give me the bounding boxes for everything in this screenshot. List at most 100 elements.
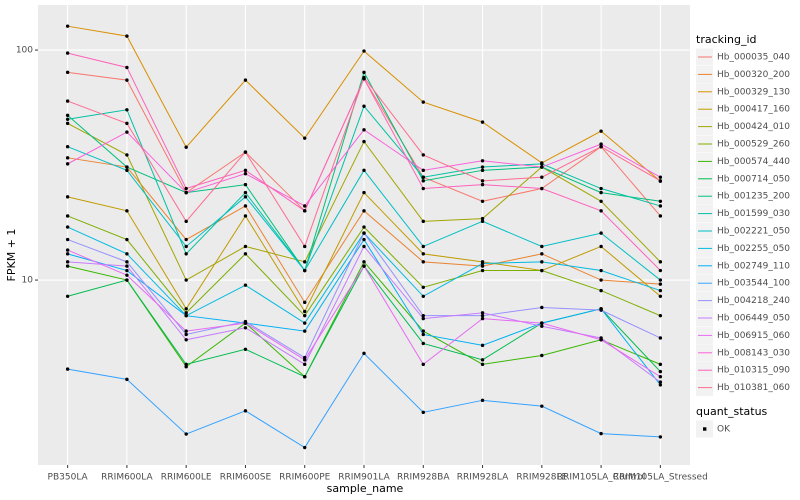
point bbox=[421, 168, 425, 173]
point bbox=[658, 179, 663, 183]
point bbox=[125, 260, 129, 264]
point bbox=[362, 49, 366, 53]
point bbox=[65, 113, 70, 118]
y-tick-label: 100 bbox=[16, 46, 33, 56]
point bbox=[243, 283, 248, 287]
point bbox=[599, 145, 603, 149]
legend-label: Hb_003544_100 bbox=[717, 279, 790, 289]
point bbox=[658, 313, 663, 318]
point bbox=[362, 225, 366, 229]
x-tick-label: RRIM600PE bbox=[279, 473, 331, 483]
point bbox=[362, 231, 366, 235]
point bbox=[303, 268, 307, 273]
point bbox=[65, 237, 70, 242]
point bbox=[599, 431, 603, 436]
point bbox=[599, 190, 603, 195]
point bbox=[184, 252, 188, 256]
point bbox=[480, 343, 485, 348]
point bbox=[480, 216, 485, 221]
point bbox=[480, 182, 485, 187]
point bbox=[243, 347, 248, 351]
point bbox=[362, 128, 366, 132]
point bbox=[125, 78, 129, 82]
point bbox=[599, 186, 603, 191]
point bbox=[184, 244, 188, 249]
y-axis-title: FPKM + 1 bbox=[5, 229, 18, 282]
point bbox=[421, 260, 425, 264]
point bbox=[480, 311, 485, 315]
point bbox=[540, 186, 544, 191]
point bbox=[243, 190, 248, 195]
point bbox=[421, 410, 425, 415]
point bbox=[540, 268, 544, 273]
point bbox=[243, 326, 248, 330]
point bbox=[303, 329, 307, 333]
point bbox=[303, 445, 307, 450]
point bbox=[65, 248, 70, 252]
point bbox=[362, 260, 366, 264]
point bbox=[480, 168, 485, 173]
point bbox=[540, 260, 544, 264]
point bbox=[540, 162, 544, 166]
point bbox=[599, 199, 603, 203]
point bbox=[658, 282, 663, 286]
legend-label: Hb_006915_060 bbox=[717, 331, 790, 341]
point bbox=[184, 278, 188, 282]
point bbox=[125, 278, 129, 282]
point bbox=[540, 404, 544, 408]
x-tick-label: PB350LA bbox=[48, 473, 89, 483]
point bbox=[125, 209, 129, 213]
point bbox=[65, 99, 70, 103]
point bbox=[125, 153, 129, 157]
legend-title: tracking_id bbox=[696, 33, 757, 46]
point bbox=[540, 324, 544, 328]
point bbox=[421, 186, 425, 191]
point bbox=[303, 358, 307, 362]
point bbox=[599, 338, 603, 342]
point bbox=[480, 316, 485, 321]
point bbox=[599, 288, 603, 293]
point bbox=[65, 367, 70, 371]
point bbox=[184, 332, 188, 337]
point bbox=[243, 244, 248, 249]
point bbox=[243, 252, 248, 256]
point bbox=[362, 209, 366, 213]
point bbox=[184, 237, 188, 242]
point bbox=[125, 377, 129, 382]
point bbox=[243, 150, 248, 154]
point bbox=[480, 120, 485, 124]
point bbox=[243, 182, 248, 187]
point bbox=[125, 65, 129, 70]
point bbox=[184, 338, 188, 342]
point bbox=[599, 142, 603, 146]
x-axis-title: sample_name bbox=[327, 482, 404, 495]
point bbox=[303, 204, 307, 208]
point bbox=[421, 313, 425, 318]
legend-swatch bbox=[703, 427, 707, 431]
point bbox=[421, 153, 425, 157]
point bbox=[421, 252, 425, 256]
point bbox=[65, 264, 70, 268]
point bbox=[480, 268, 485, 273]
legend-label: Hb_002749_110 bbox=[717, 261, 790, 271]
legend-title: quant_status bbox=[696, 405, 768, 418]
point bbox=[184, 432, 188, 436]
point bbox=[184, 219, 188, 224]
x-tick-label: RRIM901LA bbox=[338, 473, 390, 483]
point bbox=[243, 168, 248, 173]
point bbox=[65, 117, 70, 121]
point bbox=[480, 199, 485, 203]
point bbox=[480, 398, 485, 403]
point bbox=[480, 313, 485, 318]
legend-label: Hb_008143_030 bbox=[717, 348, 790, 358]
point bbox=[125, 273, 129, 277]
point bbox=[540, 321, 544, 325]
point bbox=[480, 159, 485, 163]
point bbox=[243, 172, 248, 176]
legend-label: Hb_000320_200 bbox=[717, 70, 790, 80]
legend-label: Hb_002255_050 bbox=[717, 244, 790, 254]
point bbox=[421, 316, 425, 321]
point bbox=[125, 165, 129, 169]
point bbox=[65, 252, 70, 256]
point bbox=[540, 244, 544, 249]
